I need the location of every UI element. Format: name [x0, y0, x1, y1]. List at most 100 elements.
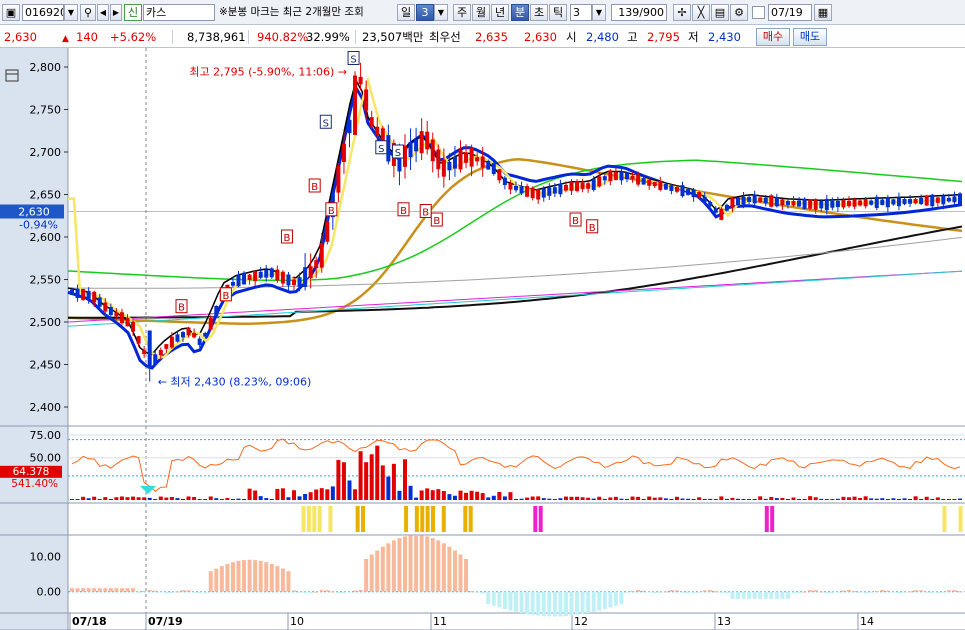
stock-name-field[interactable]: 카스 — [143, 4, 215, 21]
histogram-bar — [702, 590, 707, 592]
candle — [958, 193, 962, 205]
period-day-button[interactable]: 일 — [397, 4, 415, 21]
buy-button[interactable]: 매수 — [756, 28, 790, 46]
search-icon[interactable]: ⚲ — [80, 4, 96, 21]
signal-bar — [425, 506, 430, 532]
stock-code-input[interactable]: 016920 — [22, 4, 64, 21]
left-arrow-icon[interactable]: ◀ — [97, 4, 109, 21]
candle — [419, 131, 424, 154]
candle — [558, 183, 563, 195]
candle — [353, 75, 358, 135]
unit-input[interactable]: 3 — [570, 4, 592, 21]
period-tick-button[interactable]: 틱 — [549, 4, 567, 21]
histogram-bar — [780, 591, 785, 599]
histogram-bar — [641, 590, 646, 592]
date-input[interactable]: 07/19 — [768, 4, 812, 21]
histogram-bar — [214, 568, 219, 592]
right-arrow-icon[interactable]: ▶ — [110, 4, 122, 21]
histogram-bar — [730, 591, 735, 599]
candle — [547, 187, 552, 196]
sell-marker — [391, 144, 404, 159]
candle — [131, 321, 136, 332]
histogram-bar — [902, 591, 907, 593]
histogram-bar — [525, 591, 530, 615]
signal-bar — [306, 506, 311, 532]
histogram-bar — [75, 588, 80, 592]
svg-text:B: B — [328, 206, 335, 217]
indicator1-tick: 75.00 — [30, 429, 62, 442]
price-axis-tick: 2,550 — [30, 274, 62, 287]
candle — [747, 196, 752, 202]
period-week-button[interactable]: 주 — [453, 4, 471, 21]
histogram-bar — [358, 589, 363, 592]
candle — [641, 178, 646, 185]
volume-bar — [552, 499, 557, 500]
volume-bar — [469, 490, 474, 500]
period-minute-button[interactable]: 분 — [511, 4, 529, 21]
volume-bar — [436, 489, 441, 500]
date-checkbox[interactable] — [752, 6, 765, 19]
volume-bar — [358, 451, 363, 500]
histogram-bar — [502, 591, 507, 609]
volume-bar — [530, 496, 535, 500]
volume-bar — [663, 498, 668, 500]
candle — [930, 194, 935, 207]
volume-bar — [419, 490, 424, 500]
calendar-icon[interactable]: ▦ — [814, 4, 832, 21]
period-month-button[interactable]: 월 — [472, 4, 490, 21]
candle — [769, 195, 774, 207]
menu-icon[interactable]: ▣ — [2, 4, 20, 21]
volume-bar — [497, 491, 502, 500]
price-axis-tick: 2,400 — [30, 401, 62, 414]
volume-bar — [208, 496, 213, 500]
volume-bar — [441, 491, 446, 500]
histogram-bar — [741, 591, 746, 599]
price-axis-tick: 2,650 — [30, 189, 62, 202]
candle — [636, 174, 641, 185]
histogram-bar — [924, 591, 929, 593]
period-year-button[interactable]: 년 — [491, 4, 509, 21]
code-dropdown-icon[interactable]: ▼ — [64, 4, 78, 21]
histogram-bar — [452, 550, 457, 592]
count-field[interactable]: 139/900 — [611, 4, 667, 21]
histogram-bar — [114, 588, 119, 592]
volume-bar — [242, 499, 247, 500]
histogram-bar — [325, 590, 330, 592]
candle — [458, 150, 463, 170]
volume-bar — [902, 498, 907, 500]
histogram-bar — [691, 591, 696, 594]
period-second-button[interactable]: 초 — [530, 4, 548, 21]
low-price: 2,430 — [708, 30, 741, 44]
histogram-bar — [835, 591, 840, 593]
candle — [236, 274, 241, 287]
volume-bar — [403, 459, 407, 500]
candle — [86, 290, 91, 301]
histogram-bar — [747, 591, 752, 599]
candle — [464, 152, 469, 163]
gear-icon[interactable]: ⚙ — [730, 4, 748, 21]
save-icon[interactable]: ▤ — [711, 4, 729, 21]
unit-dropdown-icon[interactable]: ▼ — [592, 4, 606, 21]
sell-button[interactable]: 매도 — [793, 28, 827, 46]
interval-dropdown-icon[interactable]: ▼ — [434, 4, 448, 21]
candle — [830, 200, 835, 208]
volume-bar — [153, 499, 158, 500]
candle — [447, 161, 452, 171]
volume-bar — [286, 497, 291, 500]
interval-value[interactable]: 3 — [416, 4, 434, 21]
chart-tool-icon[interactable]: ╳ — [692, 4, 710, 21]
volume-bar — [830, 499, 835, 500]
histogram-bar — [769, 591, 774, 599]
crosshair-icon[interactable]: ✢ — [673, 4, 691, 21]
histogram-bar — [303, 591, 308, 594]
volume-bar — [674, 496, 679, 500]
volume-bar — [686, 498, 691, 500]
histogram-bar — [225, 563, 230, 592]
histogram-bar — [591, 591, 596, 612]
toolbar: ▣ 016920 ▼ ⚲ ◀ ▶ 신 카스 ※분봉 마크는 최근 2개월만 조회… — [0, 0, 965, 25]
histogram-bar — [486, 591, 491, 605]
volume-bar — [935, 497, 940, 500]
signal-bar — [355, 506, 360, 532]
price-chart[interactable]: 2,800 2,750 2,700 2,650 2,600 2,550 2,500 2,450… — [0, 48, 965, 630]
candle — [619, 171, 624, 181]
